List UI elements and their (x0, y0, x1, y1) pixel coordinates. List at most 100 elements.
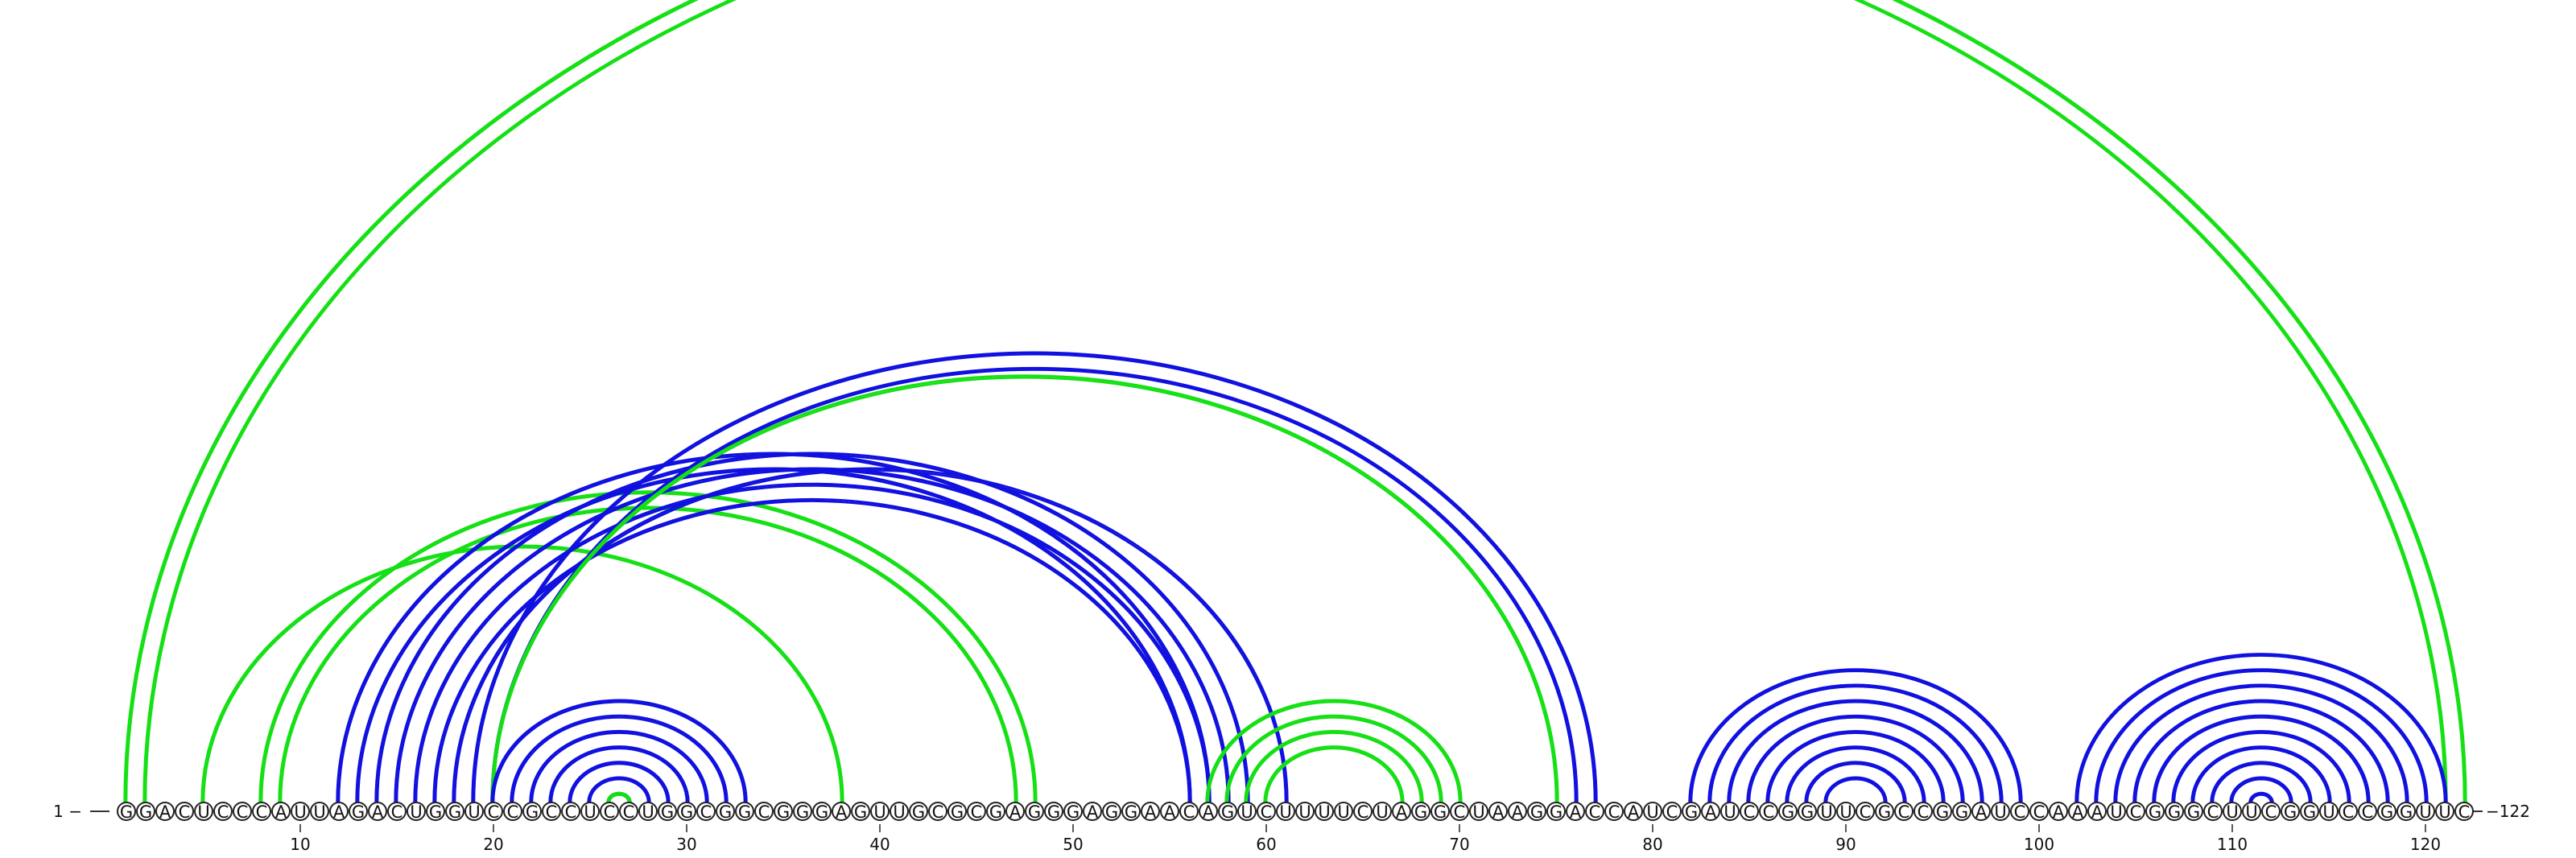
nucleotide-circle-103 (2087, 802, 2107, 821)
nucleotide-circle-54 (1141, 802, 1160, 821)
nucleotide-letter-112: C (2265, 802, 2277, 822)
nucleotide-112: C (2261, 802, 2281, 822)
nucleotide-circle-41 (890, 802, 909, 821)
nucleotide-letter-121: U (2438, 802, 2450, 822)
nucleotide-letter-29: G (661, 802, 674, 822)
nucleotide-66: U (1373, 802, 1392, 822)
base-pair-arc-21-32 (511, 716, 727, 803)
nucleotide-letter-83: A (1705, 802, 1717, 822)
nucleotide-circle-119 (2396, 802, 2416, 821)
nucleotide-circle-120 (2416, 802, 2435, 821)
nucleotide-circle-102 (2068, 802, 2087, 821)
nucleotide-circle-39 (851, 802, 870, 821)
nucleotide-93: C (1894, 802, 1913, 822)
base-pair-arc-5-38 (202, 546, 843, 803)
nucleotide-letter-50: G (1067, 802, 1080, 822)
nucleotide-letter-94: C (1918, 802, 1930, 822)
nucleotide-circle-28 (638, 802, 658, 821)
nucleotide-circle-37 (812, 802, 832, 821)
nucleotide-circle-45 (967, 802, 986, 821)
nucleotide-circle-7 (233, 802, 252, 821)
nucleotide-circle-101 (2049, 802, 2068, 821)
nucleotide-56: C (1179, 802, 1199, 822)
base-pair-arc-2-121 (144, 0, 2446, 803)
nucleotide-letter-116: C (2343, 802, 2355, 822)
tick-label-60: 60 (1256, 835, 1276, 854)
nucleotide-circle-109 (2203, 802, 2223, 821)
nucleotide-circle-84 (1720, 802, 1740, 821)
nucleotide-circle-63 (1315, 802, 1334, 821)
nucleotide-circle-108 (2184, 802, 2203, 821)
nucleotide-118: G (2377, 802, 2396, 822)
nucleotide-circle-79 (1624, 802, 1643, 821)
nucleotide-4: C (175, 802, 194, 822)
base-pair-arc-105-118 (2134, 700, 2388, 803)
nucleotide-48: G (1025, 802, 1044, 822)
nucleotide-73: A (1508, 802, 1527, 822)
nucleotide-letter-58: G (1221, 802, 1234, 822)
nucleotide-99: C (2010, 802, 2029, 822)
nucleotide-68: G (1411, 802, 1430, 822)
nucleotide-circle-33 (735, 802, 754, 821)
base-pair-arc-104-119 (2115, 685, 2408, 803)
nucleotide-circle-93 (1894, 802, 1913, 821)
nucleotide-circle-85 (1740, 802, 1759, 821)
nucleotide-111: U (2242, 802, 2261, 822)
nucleotide-letter-105: C (2130, 802, 2142, 822)
nucleotide-circle-105 (2126, 802, 2145, 821)
base-pair-arc-86-95 (1767, 732, 1944, 803)
nucleotide-circle-50 (1063, 802, 1083, 821)
nucleotide-circle-77 (1585, 802, 1604, 821)
base-pair-arc-19-77 (473, 353, 1596, 803)
base-pair-arc-111-112-inner (2248, 791, 2274, 803)
nucleotide-39: G (851, 802, 870, 822)
nucleotide-9: A (271, 802, 291, 822)
nucleotide-circle-53 (1121, 802, 1141, 821)
nucleotide-letter-102: A (2072, 802, 2084, 822)
nucleotide-letter-39: G (854, 802, 867, 822)
nucleotide-letter-117: C (2362, 802, 2374, 822)
nucleotide-letter-10: U (294, 802, 306, 822)
base-pair-arc-19-77-inner (471, 351, 1598, 803)
base-pair-arcs (123, 0, 2467, 803)
nucleotide-circle-106 (2145, 802, 2165, 821)
nucleotide-circle-68 (1411, 802, 1430, 821)
nucleotide-78: C (1604, 802, 1624, 822)
nucleotide-letter-24: C (565, 802, 577, 822)
nucleotide-letter-48: G (1028, 802, 1041, 822)
nucleotide-55: A (1160, 802, 1179, 822)
nucleotide-circle-10 (291, 802, 310, 821)
nucleotide-circle-67 (1392, 802, 1411, 821)
nucleotide-circle-83 (1701, 802, 1720, 821)
nucleotide-letter-51: A (1087, 802, 1099, 822)
nucleotide-circle-70 (1450, 802, 1469, 821)
nucleotide-51: A (1083, 802, 1102, 822)
nucleotide-75: G (1546, 802, 1566, 822)
nucleotide-52: G (1102, 802, 1121, 822)
tick-label-90: 90 (1835, 835, 1856, 854)
end-label: −122 (2486, 802, 2530, 821)
nucleotide-letter-115: U (2322, 802, 2334, 822)
tick-label-100: 100 (2024, 835, 2054, 854)
nucleotide-circle-4 (175, 802, 194, 821)
nucleotide-letter-52: G (1105, 802, 1118, 822)
nucleotide-102: A (2068, 802, 2087, 822)
nucleotide-circle-97 (1971, 802, 1991, 821)
nucleotide-letter-61: U (1279, 802, 1291, 822)
nucleotide-circle-47 (1005, 802, 1025, 821)
nucleotide-letter-78: C (1608, 802, 1620, 822)
nucleotide-circle-16 (407, 802, 426, 821)
nucleotide-circle-107 (2165, 802, 2184, 821)
base-pair-arc-102-121 (2076, 654, 2446, 803)
nucleotide-letter-73: A (1512, 802, 1524, 822)
nucleotide-circle-9 (271, 802, 291, 821)
nucleotide-19: U (464, 802, 484, 822)
nucleotide-circle-49 (1044, 802, 1063, 821)
nucleotide-letter-44: G (951, 802, 964, 822)
nucleotide-circle-121 (2435, 802, 2454, 821)
nucleotide-45: C (967, 802, 986, 822)
nucleotide-letter-14: A (372, 802, 384, 822)
nucleotide-circle-96 (1952, 802, 1971, 821)
